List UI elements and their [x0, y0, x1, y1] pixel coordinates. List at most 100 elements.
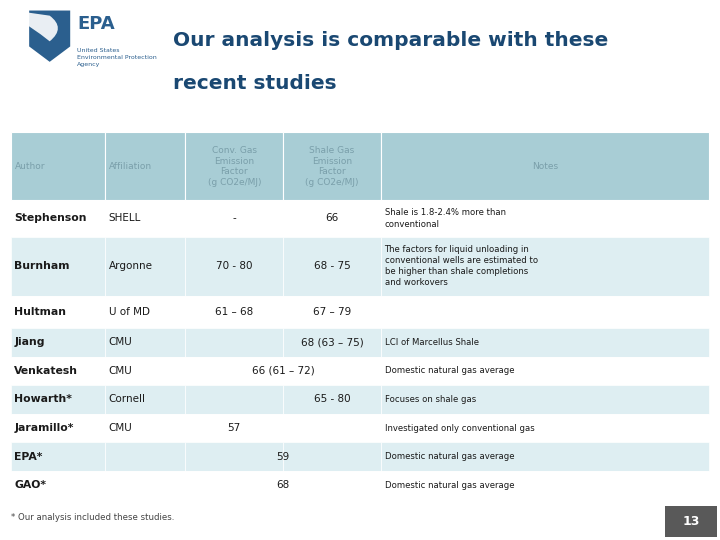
Text: Cornell: Cornell	[109, 394, 145, 404]
Bar	[186, 471, 283, 500]
Bar	[105, 471, 186, 500]
Text: Conv. Gas
Emission
Factor
(g CO2e/MJ): Conv. Gas Emission Factor (g CO2e/MJ)	[207, 146, 261, 187]
Text: Domestic natural gas average: Domestic natural gas average	[384, 481, 514, 490]
Text: Investigated only conventional gas: Investigated only conventional gas	[384, 423, 534, 433]
Text: 70 - 80: 70 - 80	[216, 261, 253, 271]
Text: Affiliation: Affiliation	[109, 162, 153, 171]
Text: Jiang: Jiang	[14, 338, 45, 347]
Bar	[381, 471, 709, 500]
Text: 66: 66	[325, 213, 338, 224]
Bar	[283, 200, 381, 237]
Bar	[283, 414, 381, 442]
Bar	[186, 328, 283, 356]
Text: U of MD: U of MD	[109, 307, 150, 317]
Bar	[105, 442, 186, 471]
Text: Domestic natural gas average: Domestic natural gas average	[384, 366, 514, 375]
Bar	[283, 442, 381, 471]
Bar	[105, 414, 186, 442]
Text: Stephenson: Stephenson	[14, 213, 87, 224]
Text: 66 (61 – 72): 66 (61 – 72)	[252, 366, 315, 376]
Bar	[105, 132, 186, 200]
Bar	[105, 200, 186, 237]
Text: Shale Gas
Emission
Factor
(g CO2e/MJ): Shale Gas Emission Factor (g CO2e/MJ)	[305, 146, 359, 187]
Text: Our analysis is comparable with these: Our analysis is comparable with these	[173, 31, 608, 50]
Bar	[283, 237, 381, 296]
Bar	[186, 356, 283, 385]
Bar	[11, 414, 105, 442]
Bar	[11, 442, 105, 471]
Bar	[283, 471, 381, 500]
Bar	[11, 296, 105, 328]
Bar	[283, 296, 381, 328]
Bar	[11, 237, 105, 296]
Text: SHELL: SHELL	[109, 213, 141, 224]
Text: Shale is 1.8-2.4% more than
conventional: Shale is 1.8-2.4% more than conventional	[384, 208, 505, 228]
Text: Argonne: Argonne	[109, 261, 153, 271]
Text: Notes: Notes	[532, 162, 558, 171]
Text: Burnham: Burnham	[14, 261, 70, 271]
Bar	[381, 132, 709, 200]
Bar	[186, 414, 283, 442]
Text: LCI of Marcellus Shale: LCI of Marcellus Shale	[384, 338, 479, 347]
Bar	[105, 385, 186, 414]
Bar	[381, 414, 709, 442]
Bar	[283, 385, 381, 414]
Text: Jaramillo*: Jaramillo*	[14, 423, 73, 433]
Text: GAO*: GAO*	[14, 480, 46, 490]
Bar	[283, 132, 381, 200]
Bar	[105, 237, 186, 296]
Text: Domestic natural gas average: Domestic natural gas average	[384, 452, 514, 461]
Text: Howarth*: Howarth*	[14, 394, 72, 404]
Text: Hultman: Hultman	[14, 307, 66, 317]
Text: 59: 59	[276, 451, 290, 462]
Bar	[105, 328, 186, 356]
Text: Venkatesh: Venkatesh	[14, 366, 78, 376]
Text: 13: 13	[683, 515, 700, 528]
Bar	[11, 328, 105, 356]
Bar	[186, 296, 283, 328]
Bar	[11, 356, 105, 385]
Text: Author: Author	[15, 162, 45, 171]
Bar	[11, 471, 105, 500]
Text: 68: 68	[276, 480, 290, 490]
Text: 57: 57	[228, 423, 241, 433]
Text: The factors for liquid unloading in
conventional wells are estimated to
be highe: The factors for liquid unloading in conv…	[384, 245, 538, 287]
Text: Focuses on shale gas: Focuses on shale gas	[384, 395, 476, 404]
Bar	[381, 296, 709, 328]
Bar	[186, 385, 283, 414]
Bar	[186, 237, 283, 296]
Text: EPA*: EPA*	[14, 451, 42, 462]
Bar	[186, 442, 283, 471]
Bar	[381, 237, 709, 296]
Text: 68 - 75: 68 - 75	[314, 261, 351, 271]
Bar	[105, 296, 186, 328]
Bar	[283, 328, 381, 356]
Bar	[665, 506, 717, 537]
Bar	[381, 356, 709, 385]
Bar	[186, 200, 283, 237]
Text: 61 – 68: 61 – 68	[215, 307, 253, 317]
Bar	[11, 132, 105, 200]
Bar	[381, 442, 709, 471]
Text: EPA: EPA	[77, 15, 114, 33]
Text: -: -	[233, 213, 236, 224]
Text: CMU: CMU	[109, 366, 132, 376]
Bar	[283, 356, 381, 385]
Bar	[11, 385, 105, 414]
Text: CMU: CMU	[109, 338, 132, 347]
Bar	[11, 200, 105, 237]
PathPatch shape	[42, 16, 58, 41]
Bar	[381, 385, 709, 414]
Bar	[105, 356, 186, 385]
Text: United States
Environmental Protection
Agency: United States Environmental Protection A…	[77, 49, 157, 67]
Bar	[381, 328, 709, 356]
Text: * Our analysis included these studies.: * Our analysis included these studies.	[11, 513, 174, 522]
Text: CMU: CMU	[109, 423, 132, 433]
Bar	[186, 132, 283, 200]
Text: 65 - 80: 65 - 80	[314, 394, 351, 404]
Text: 68 (63 – 75): 68 (63 – 75)	[301, 338, 364, 347]
PathPatch shape	[30, 10, 71, 62]
Bar	[381, 200, 709, 237]
Text: recent studies: recent studies	[173, 74, 336, 93]
Text: 67 – 79: 67 – 79	[313, 307, 351, 317]
